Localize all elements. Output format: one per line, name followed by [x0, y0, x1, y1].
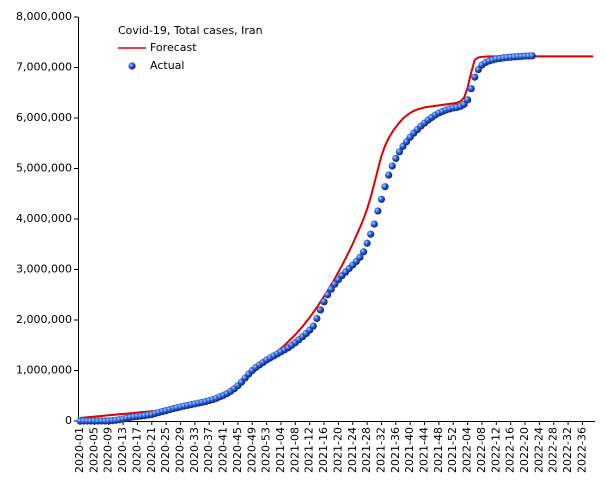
actual-point — [377, 195, 386, 203]
x-tick-label: 2020-17 — [130, 427, 143, 473]
x-tick-label: 2020-25 — [159, 427, 172, 473]
y-tick-label: 8,000,000 — [16, 10, 72, 23]
x-tick-label: 2020-53 — [260, 427, 273, 473]
y-tick-label: 4,000,000 — [16, 212, 72, 225]
actual-point — [395, 148, 404, 156]
x-tick-label: 2020-49 — [245, 427, 258, 473]
actual-point — [467, 85, 475, 93]
x-tick-label: 2020-01 — [73, 427, 86, 473]
x-tick-label: 2020-37 — [202, 427, 215, 473]
actual-point — [324, 291, 332, 299]
actual-point — [463, 96, 472, 104]
x-tick-label: 2022-20 — [518, 427, 531, 473]
y-tick-label: 6,000,000 — [16, 111, 72, 124]
x-tick-label: 2020-21 — [145, 427, 158, 473]
x-tick-label: 2021-20 — [331, 427, 344, 473]
x-tick-label: 2022-12 — [489, 427, 502, 473]
y-tick-label: 7,000,000 — [16, 61, 72, 74]
x-tick-label: 2022-32 — [561, 427, 574, 473]
x-tick-label: 2022-04 — [461, 427, 474, 473]
x-tick-label: 2021-48 — [432, 427, 445, 473]
actual-point — [363, 239, 371, 247]
x-tick-label: 2021-44 — [418, 427, 431, 473]
actual-point — [356, 253, 364, 261]
actual-point — [385, 171, 393, 179]
x-tick-label: 2021-24 — [346, 427, 359, 473]
legend-swatch — [128, 62, 136, 70]
actual-point — [309, 322, 317, 330]
x-tick-label: 2021-08 — [288, 427, 301, 473]
x-tick-label: 2021-16 — [317, 427, 330, 473]
x-tick-label: 2020-41 — [217, 427, 230, 473]
chart-title: Covid-19, Total cases, Iran — [118, 24, 263, 37]
actual-point — [388, 162, 396, 170]
actual-point — [367, 230, 375, 238]
x-tick-label: 2021-04 — [274, 427, 287, 473]
x-tick-label: 2020-09 — [102, 427, 115, 473]
x-tick-label: 2021-32 — [374, 427, 387, 473]
actual-point — [471, 73, 479, 81]
x-tick-label: 2022-24 — [532, 427, 545, 473]
y-tick-label: 5,000,000 — [16, 162, 72, 175]
x-tick-label: 2020-33 — [188, 427, 201, 473]
y-tick-label: 0 — [65, 414, 72, 427]
forecast-line — [79, 55, 594, 419]
actual-point — [370, 220, 378, 228]
actual-point — [327, 285, 335, 293]
x-tick-label: 2022-28 — [547, 427, 560, 473]
actual-point — [313, 314, 321, 323]
y-tick-label: 2,000,000 — [16, 313, 72, 326]
x-tick-label: 2021-52 — [446, 427, 459, 473]
x-tick-label: 2021-28 — [360, 427, 373, 473]
x-tick-label: 2022-16 — [504, 427, 517, 473]
x-tick-label: 2022-36 — [575, 427, 588, 473]
x-tick-label: 2021-12 — [303, 427, 316, 473]
actual-point — [359, 248, 368, 256]
x-tick-label: 2020-29 — [173, 427, 186, 473]
actual-point — [320, 298, 328, 306]
legend-label: Forecast — [150, 41, 197, 54]
y-tick-label: 3,000,000 — [16, 263, 72, 276]
x-tick-label: 2020-05 — [87, 427, 100, 473]
x-tick-label: 2021-36 — [389, 427, 402, 473]
y-tick-label: 1,000,000 — [16, 364, 72, 377]
actual-point — [381, 183, 389, 191]
actual-point — [316, 306, 325, 314]
x-tick-label: 2021-40 — [403, 427, 416, 473]
x-tick-label: 2020-45 — [231, 427, 244, 473]
actual-point — [392, 154, 400, 162]
x-tick-label: 2020-13 — [116, 427, 129, 473]
actual-point — [528, 52, 536, 60]
x-tick-label: 2022-08 — [475, 427, 488, 473]
legend-label: Actual — [150, 59, 184, 72]
actual-point — [374, 207, 382, 215]
